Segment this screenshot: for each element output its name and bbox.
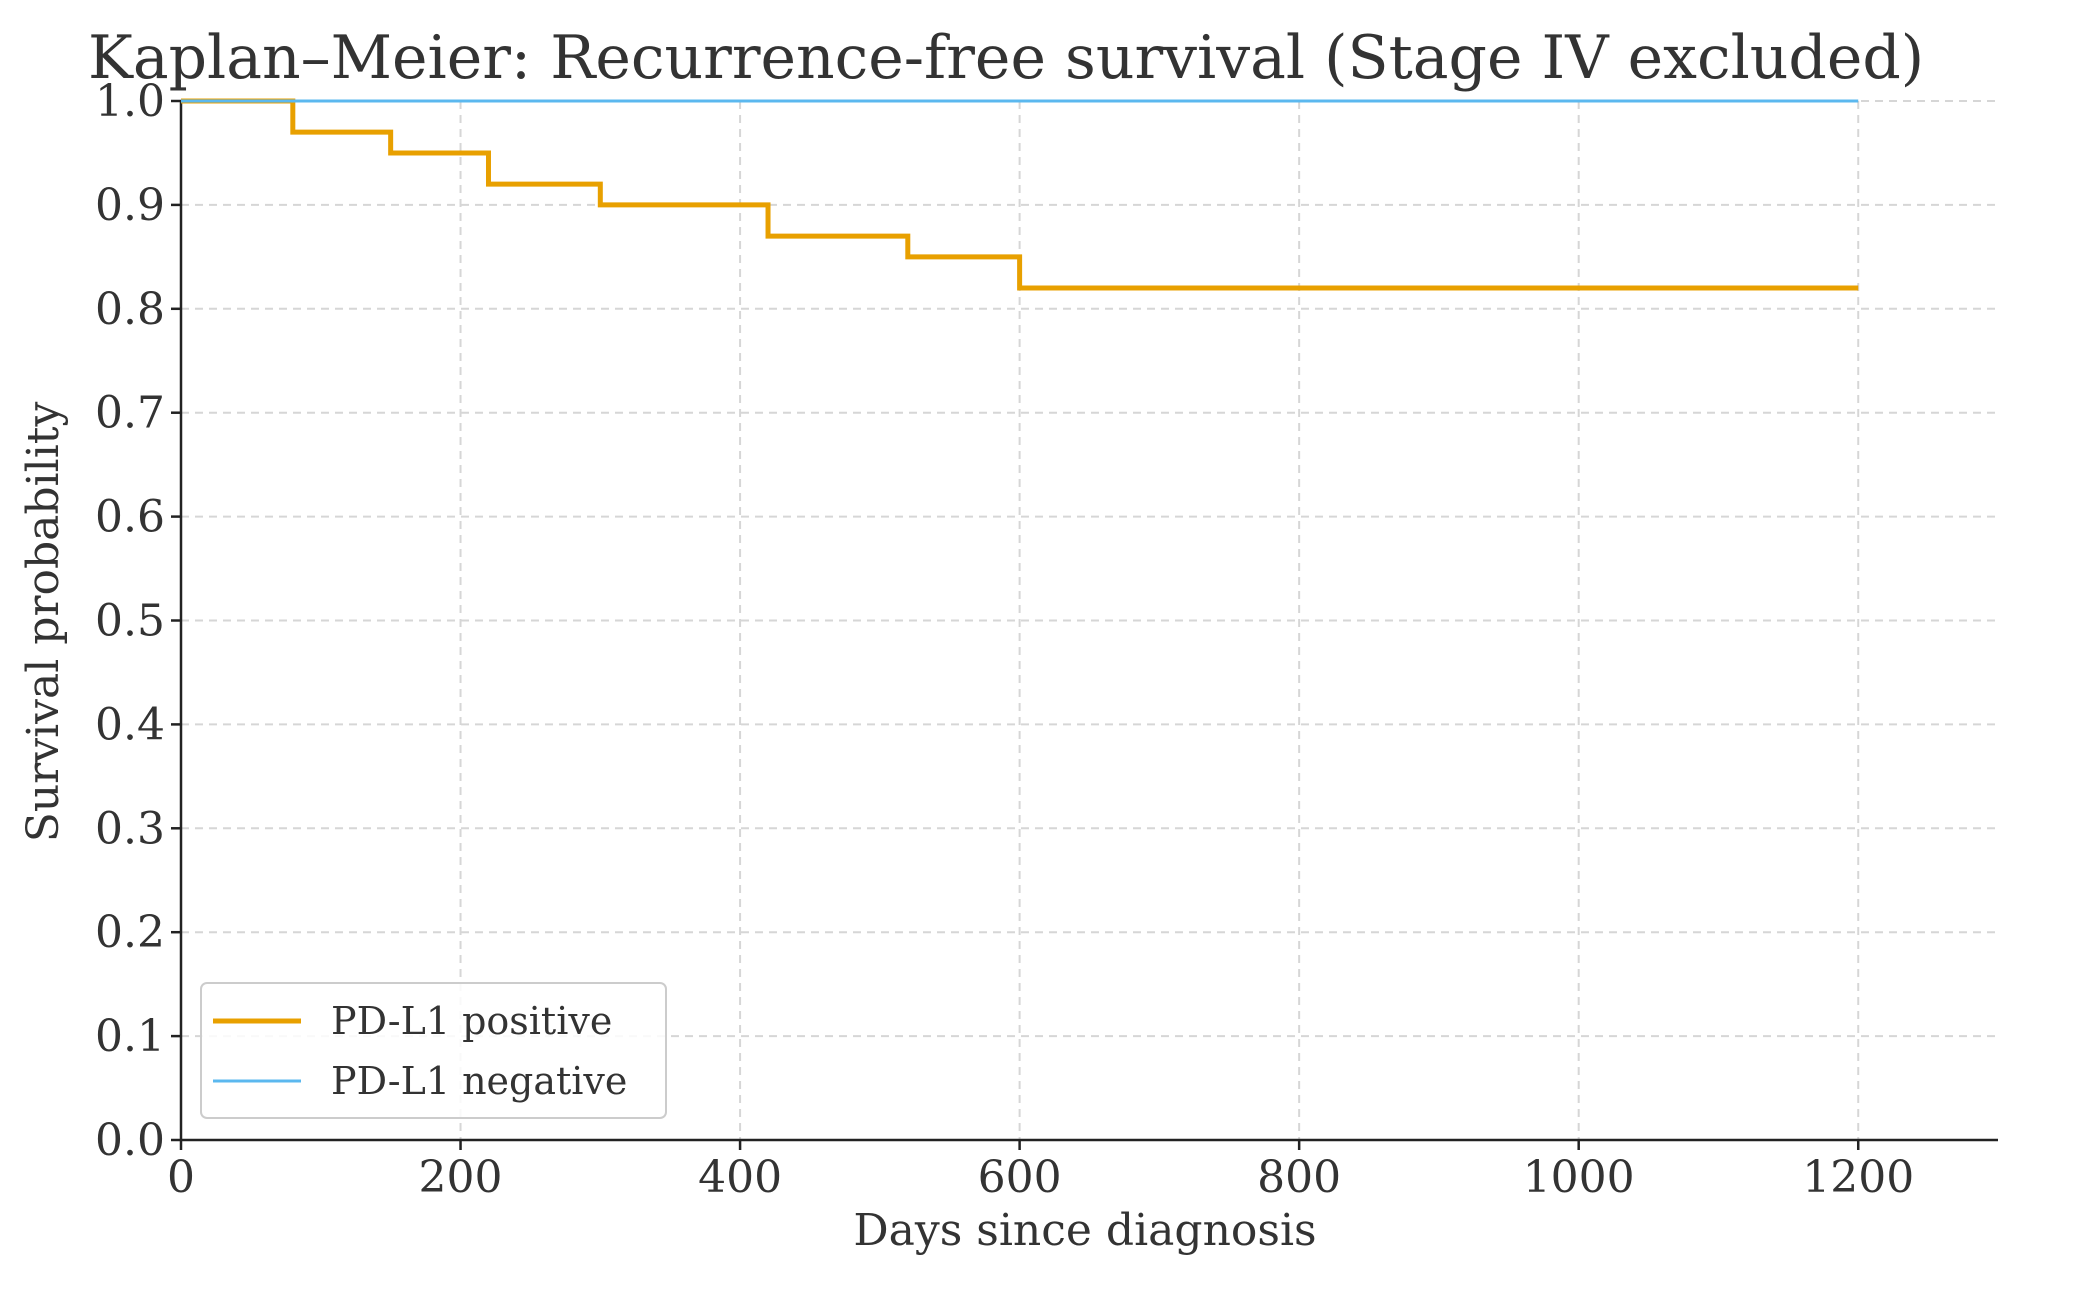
series-line-pdl1-positive — [181, 98, 1859, 291]
ticks: 0 200 400 600 800 1000 1200 0.0 0.1 0.2 0.3 0.4 0.5 0… — [95, 76, 1914, 1203]
x-tick-label: 400 — [698, 1152, 782, 1203]
x-axis-label: Days since diagnosis — [853, 1205, 1316, 1256]
series — [181, 98, 1859, 291]
y-axis-label: Survival probability — [18, 402, 69, 843]
x-tick-label: 200 — [419, 1152, 503, 1203]
chart-title: Kaplan–Meier: Recurrence-free survival (… — [88, 23, 1924, 93]
legend-box — [200, 982, 667, 1119]
grid — [181, 100, 1998, 1140]
x-tick-label: 0 — [167, 1152, 195, 1203]
x-tick-label: 1200 — [1802, 1152, 1914, 1203]
y-tick-label: 0.0 — [95, 1115, 165, 1166]
y-tick-label: 0.2 — [95, 907, 165, 958]
legend: PD-L1 positive PD-L1 negative — [200, 982, 667, 1119]
y-tick-label: 1.0 — [95, 76, 165, 127]
x-tick-label: 1000 — [1523, 1152, 1635, 1203]
legend-label: PD-L1 negative — [331, 1059, 627, 1103]
y-tick-label: 0.1 — [95, 1011, 165, 1062]
y-tick-label: 0.9 — [95, 180, 165, 231]
y-tick-label: 0.4 — [95, 699, 165, 750]
y-tick-label: 0.8 — [95, 284, 165, 335]
x-tick-label: 600 — [978, 1152, 1062, 1203]
y-tick-label: 0.5 — [95, 596, 165, 647]
x-tick-label: 800 — [1257, 1152, 1341, 1203]
legend-label: PD-L1 positive — [331, 999, 612, 1043]
y-tick-label: 0.7 — [95, 388, 165, 439]
y-tick-label: 0.6 — [95, 492, 165, 543]
y-tick-label: 0.3 — [95, 803, 165, 854]
